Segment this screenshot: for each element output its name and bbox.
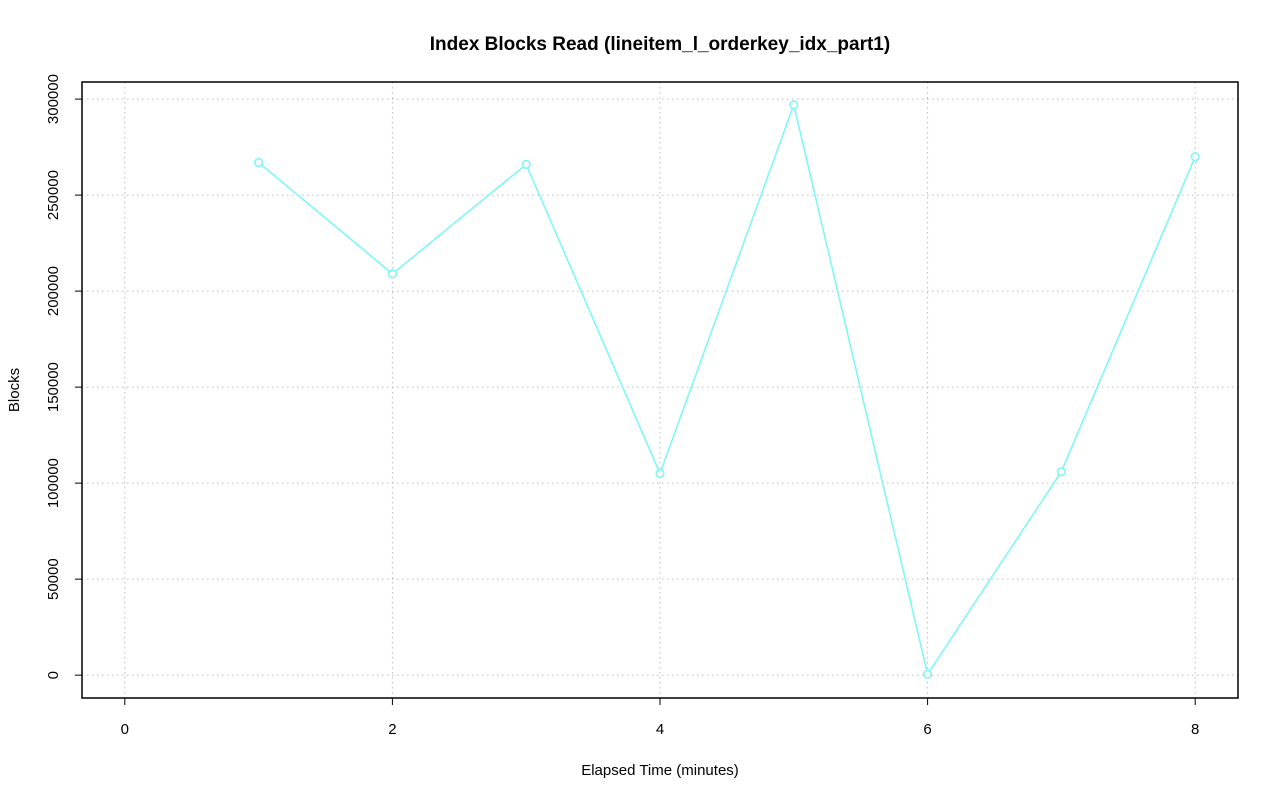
data-point — [1056, 467, 1066, 477]
x-tick-label: 6 — [923, 721, 931, 738]
y-tick-label: 0 — [45, 671, 62, 679]
x-tick-label: 2 — [388, 721, 396, 738]
y-tick-label: 300000 — [45, 74, 62, 124]
y-tick-label: 150000 — [45, 362, 62, 412]
plot-frame — [81, 81, 1239, 699]
y-tick-label: 50000 — [45, 558, 62, 600]
x-tick-label: 8 — [1191, 721, 1199, 738]
data-point — [789, 100, 799, 110]
data-point — [922, 669, 933, 679]
data-point — [521, 159, 531, 169]
data-point — [1190, 152, 1200, 162]
y-axis-label: Blocks — [6, 368, 23, 412]
y-tick-label: 250000 — [45, 170, 62, 220]
data-point — [254, 157, 264, 168]
chart-title: Index Blocks Read (lineitem_l_orderkey_i… — [430, 34, 890, 55]
x-axis-label: Elapsed Time (minutes) — [581, 762, 739, 779]
y-tick-label: 100000 — [45, 458, 62, 508]
data-line — [258, 102, 1196, 677]
x-tick-label: 0 — [121, 721, 129, 738]
y-tick-label: 200000 — [45, 266, 62, 316]
data-point — [655, 468, 665, 479]
data-point — [387, 269, 398, 279]
x-tick-label: 4 — [656, 721, 664, 738]
